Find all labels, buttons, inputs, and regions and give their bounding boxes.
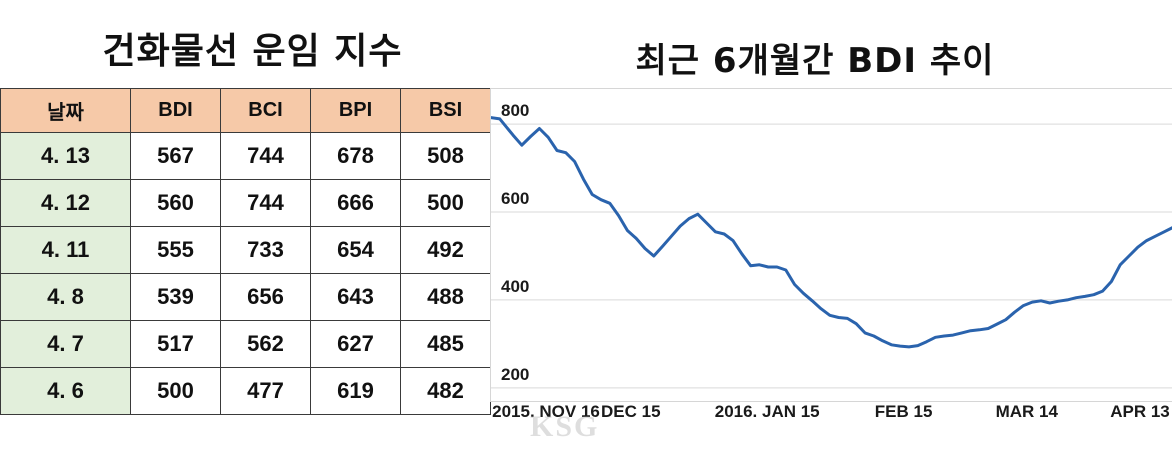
chart-title: 최근 6개월간 BDI 추이 (635, 41, 995, 81)
bdi-chart-svg: 200 400 600 800 (489, 101, 1172, 389)
x-tick-label: DEC 15 (601, 402, 661, 421)
bsi-cell: 485 (400, 320, 491, 368)
y-tick-label: 600 (501, 189, 529, 208)
bdi-cell: 517 (130, 320, 221, 368)
bpi-cell: 643 (310, 273, 401, 321)
table-row: 4. 13 567 744 678 508 (0, 132, 491, 180)
table-row: 4. 11 555 733 654 492 (0, 226, 491, 274)
freight-index-table: 날짜 BDI BCI BPI BSI 4. 13 567 744 678 508… (0, 88, 491, 415)
table-row: 4. 7 517 562 627 485 (0, 320, 491, 368)
bdi-cell: 560 (130, 179, 221, 227)
y-tick-label: 400 (501, 277, 529, 296)
x-tick-label: 2016. JAN 15 (714, 402, 820, 421)
date-cell: 4. 11 (0, 226, 131, 274)
bci-cell: 744 (220, 132, 311, 180)
bdi-cell: 539 (130, 273, 221, 321)
bsi-cell: 482 (400, 367, 491, 415)
date-cell: 4. 12 (0, 179, 131, 227)
bsi-cell: 488 (400, 273, 491, 321)
bci-cell: 744 (220, 179, 311, 227)
header-bdi: BDI (130, 88, 221, 133)
x-tick-label: FEB 15 (874, 402, 933, 421)
table-row: 4. 8 539 656 643 488 (0, 273, 491, 321)
header-bpi: BPI (310, 88, 401, 133)
bdi-chart: 200 400 600 800 (489, 88, 1172, 402)
bsi-cell: 508 (400, 132, 491, 180)
bdi-cell: 500 (130, 367, 221, 415)
x-tick-label: MAR 14 (995, 402, 1058, 421)
x-tick-label: 2015. NOV 16 (492, 402, 600, 421)
bpi-cell: 619 (310, 367, 401, 415)
x-tick-label: APR 13 (1110, 402, 1170, 421)
bdi-cell: 555 (130, 226, 221, 274)
bdi-series-line (489, 116, 1172, 349)
bpi-cell: 627 (310, 320, 401, 368)
bpi-cell: 678 (310, 132, 401, 180)
table-row: 4. 12 560 744 666 500 (0, 179, 491, 227)
date-cell: 4. 7 (0, 320, 131, 368)
y-tick-label: 200 (501, 365, 529, 384)
header-date: 날짜 (0, 88, 131, 133)
bci-cell: 562 (220, 320, 311, 368)
date-cell: 4. 6 (0, 367, 131, 415)
bci-cell: 656 (220, 273, 311, 321)
table-header-row: 날짜 BDI BCI BPI BSI (0, 88, 491, 133)
table-title: 건화물선 운임 지수 (102, 31, 403, 72)
bpi-cell: 666 (310, 179, 401, 227)
x-axis-labels: 2015. NOV 16 DEC 15 2016. JAN 15 FEB 15 MAR … (490, 402, 1172, 424)
bci-cell: 733 (220, 226, 311, 274)
table-row: 4. 6 500 477 619 482 (0, 367, 491, 415)
bsi-cell: 492 (400, 226, 491, 274)
bdi-cell: 567 (130, 132, 221, 180)
ksg-watermark: KSG (530, 410, 600, 443)
y-tick-label: 800 (501, 101, 529, 120)
bsi-cell: 500 (400, 179, 491, 227)
bci-cell: 477 (220, 367, 311, 415)
date-cell: 4. 8 (0, 273, 131, 321)
header-bci: BCI (220, 88, 311, 133)
header-bsi: BSI (400, 88, 491, 133)
bpi-cell: 654 (310, 226, 401, 274)
date-cell: 4. 13 (0, 132, 131, 180)
